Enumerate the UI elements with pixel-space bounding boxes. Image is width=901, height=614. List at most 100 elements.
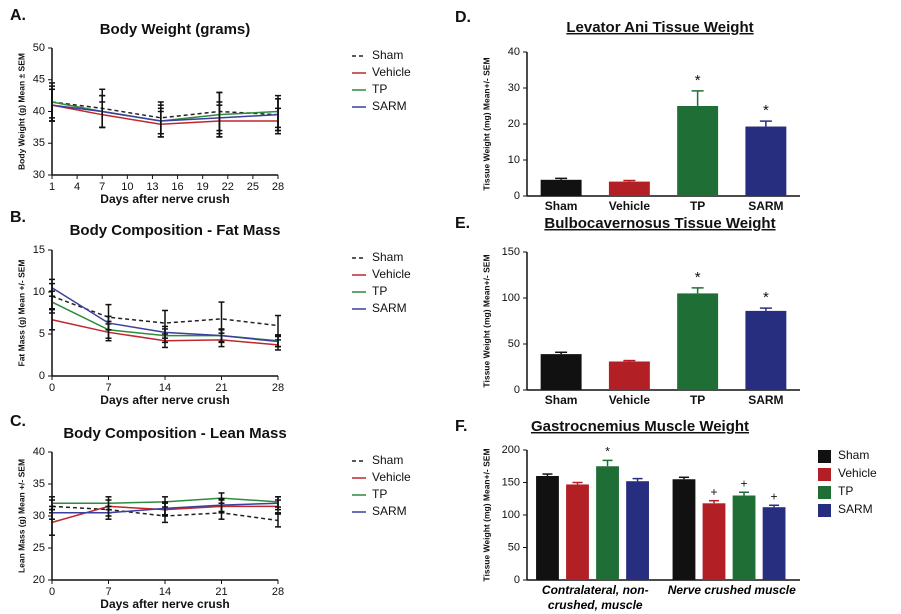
x-tick-label: SARM: [748, 393, 783, 407]
legend-swatch: [818, 504, 831, 517]
x-tick-label: 1: [49, 181, 55, 193]
x-tick-label: 7: [105, 382, 111, 394]
x-tick-label: 7: [105, 586, 111, 598]
legend-label: Vehicle: [372, 267, 411, 281]
bar: [672, 479, 696, 580]
annotation: *: [695, 269, 701, 286]
legend-label: TP: [372, 487, 387, 501]
y-tick-label: 20: [33, 574, 45, 586]
x-tick-label: 14: [159, 586, 171, 598]
x-tick-label: Sham: [545, 199, 578, 213]
y-tick-label: 40: [508, 46, 520, 58]
y-tick-label: 20: [508, 118, 520, 130]
bar: [702, 503, 726, 580]
error-bar: [162, 325, 168, 339]
legend-label: Vehicle: [838, 466, 877, 480]
y-axis-label: Fat Mass (g) Mean +/- SEM: [16, 260, 26, 367]
panel-label: F.: [455, 418, 467, 435]
x-tick-label: 19: [197, 181, 209, 193]
legend-label: TP: [838, 484, 853, 498]
error-bar: [572, 481, 583, 485]
y-tick-label: 150: [502, 246, 520, 258]
annotation: +: [771, 489, 778, 503]
x-tick-label: 28: [272, 382, 284, 394]
x-tick-label: TP: [690, 393, 705, 407]
y-tick-label: 45: [33, 74, 45, 86]
error-bar: [623, 179, 636, 182]
legend-label: SARM: [838, 502, 873, 516]
bar: [745, 126, 787, 196]
y-tick-label: 35: [33, 137, 45, 149]
bar: [677, 293, 719, 390]
x-tick-label: 14: [159, 382, 171, 394]
y-tick-label: 10: [508, 154, 520, 166]
x-tick-label: 10: [121, 181, 133, 193]
error-bar: [162, 501, 168, 516]
chart-title: Levator Ani Tissue Weight: [566, 19, 753, 36]
x-tick-label: Nerve crushed muscle: [667, 583, 796, 597]
chart-title: Gastrocnemius Muscle Weight: [531, 418, 749, 435]
annotation: *: [605, 445, 610, 459]
error-bar: [759, 307, 772, 311]
bar: [608, 361, 650, 390]
error-bar: [105, 315, 112, 331]
error-bar: [602, 459, 613, 467]
error-bar: [99, 94, 106, 129]
x-tick-label: TP: [690, 199, 705, 213]
panel-label: E.: [455, 215, 470, 232]
y-tick-label: 200: [502, 444, 520, 456]
legend-swatch: [818, 468, 831, 481]
y-tick-label: 30: [33, 169, 45, 181]
y-axis-label: Tissue Weight (mg) Mean+/- SEM: [481, 57, 491, 190]
bar: [745, 310, 787, 390]
error-bar: [275, 513, 281, 528]
bar: [596, 466, 619, 580]
error-bar: [691, 90, 704, 106]
x-axis-label: Days after nerve crush: [100, 393, 229, 407]
legend-label: Sham: [372, 250, 403, 264]
x-tick-label: Vehicle: [609, 199, 651, 213]
x-tick-label: 16: [171, 181, 183, 193]
y-tick-label: 0: [39, 370, 45, 382]
error-bar: [105, 505, 112, 520]
y-tick-label: 30: [33, 510, 45, 522]
bar: [762, 507, 786, 580]
error-bar: [542, 473, 553, 476]
legend-label: SARM: [372, 99, 407, 113]
legend-label: Sham: [372, 48, 403, 62]
y-tick-label: 50: [33, 42, 45, 54]
error-bar: [555, 177, 568, 180]
y-axis-label: Tissue Weight (mg) Mean+/- SEM: [481, 448, 491, 581]
y-tick-label: 150: [502, 476, 520, 488]
y-tick-label: 40: [33, 446, 45, 458]
x-axis-label: Days after nerve crush: [100, 597, 229, 611]
y-tick-label: 30: [508, 82, 520, 94]
y-tick-label: 50: [508, 338, 520, 350]
y-tick-label: 35: [33, 478, 45, 490]
error-bar: [623, 359, 636, 362]
panel-label: B.: [10, 209, 26, 226]
x-axis-label: Days after nerve crush: [100, 192, 229, 206]
error-bar: [49, 505, 55, 520]
y-tick-label: 0: [514, 574, 520, 586]
y-tick-label: 10: [33, 286, 45, 298]
bar: [566, 484, 589, 580]
bar: [626, 481, 649, 580]
x-tick-label: 21: [215, 586, 227, 598]
panel-label: A.: [10, 7, 26, 24]
error-bar: [632, 477, 643, 482]
x-tick-label: 4: [74, 181, 80, 193]
panel-label: C.: [10, 413, 26, 430]
legend-label: Vehicle: [372, 65, 411, 79]
error-bar: [275, 496, 281, 511]
y-tick-label: 100: [502, 509, 520, 521]
annotation: *: [763, 102, 769, 119]
x-tick-label: 22: [222, 181, 234, 193]
x-tick-label: Vehicle: [609, 393, 651, 407]
x-tick-label: 28: [272, 181, 284, 193]
x-tick-label: SARM: [748, 199, 783, 213]
y-axis-label: Body Weight (g) Mean ± SEM: [16, 53, 26, 170]
chart-title: Body Composition - Fat Mass: [70, 222, 281, 239]
legend-label: Sham: [838, 448, 869, 462]
bar: [608, 181, 650, 196]
